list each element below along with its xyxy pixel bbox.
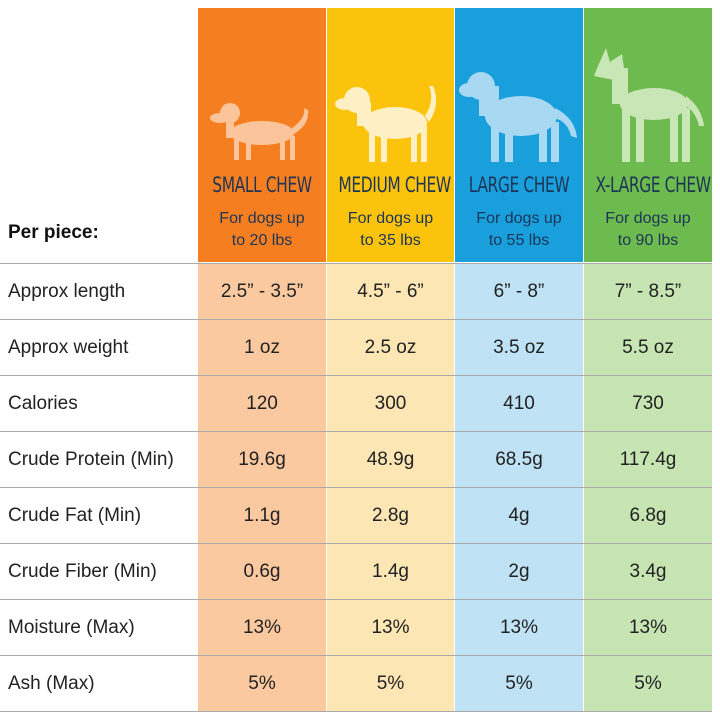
value-cell: 13% — [198, 600, 326, 655]
dog-icon — [459, 72, 577, 162]
row-label: Calories — [8, 392, 78, 414]
column-title: LARGE CHEW — [468, 173, 570, 197]
value-cell: 4g — [455, 488, 583, 543]
row-rule — [0, 711, 712, 712]
value-cell: 1.4g — [327, 544, 454, 599]
value-cell: 2.8g — [327, 488, 454, 543]
value-cell: 4.5” - 6” — [327, 264, 454, 319]
value-cell: 5% — [455, 656, 583, 711]
row-rule — [0, 375, 712, 376]
value-cell: 0.6g — [198, 544, 326, 599]
value-cell: 300 — [327, 376, 454, 431]
value-cell: 5% — [584, 656, 712, 711]
row-label: Approx length — [8, 280, 126, 302]
row-rule — [0, 543, 712, 544]
value-cell: 13% — [327, 600, 454, 655]
row-label: Moisture (Max) — [8, 616, 135, 638]
value-cell: 2.5 oz — [327, 320, 454, 375]
value-cell: 5% — [327, 656, 454, 711]
value-cell: 5.5 oz — [584, 320, 712, 375]
value-cell: 13% — [455, 600, 583, 655]
dog-icon — [210, 103, 309, 160]
value-cell: 410 — [455, 376, 583, 431]
value-cell: 730 — [584, 376, 712, 431]
row-rule — [0, 655, 712, 656]
value-cell: 117.4g — [584, 432, 712, 487]
column-subtitle: For dogs up to 90 lbs — [605, 210, 691, 249]
value-cell: 13% — [584, 600, 712, 655]
dog-icon — [594, 48, 704, 162]
row-rule — [0, 319, 712, 320]
value-cell: 7” - 8.5” — [584, 264, 712, 319]
row-rule — [0, 263, 712, 264]
value-cell: 2g — [455, 544, 583, 599]
column-subtitle: For dogs up to 35 lbs — [347, 210, 434, 249]
value-cell: 6.8g — [584, 488, 712, 543]
column-title: MEDIUM CHEW — [338, 173, 451, 197]
column-header: SMALL CHEW For dogs up to 20 lbs — [198, 8, 326, 262]
value-cell: 19.6g — [198, 432, 326, 487]
value-cell: 3.4g — [584, 544, 712, 599]
dog-icon — [335, 86, 437, 162]
value-cell: 3.5 oz — [455, 320, 583, 375]
column-subtitle: For dogs up to 20 lbs — [219, 210, 305, 249]
row-label: Crude Fat (Min) — [8, 504, 142, 526]
value-cell: 68.5g — [455, 432, 583, 487]
row-rule — [0, 431, 712, 432]
value-cell: 1 oz — [198, 320, 326, 375]
value-cell: 6” - 8” — [455, 264, 583, 319]
column-header: LARGE CHEW For dogs up to 55 lbs — [455, 8, 583, 262]
row-rule — [0, 599, 712, 600]
value-cell: 2.5” - 3.5” — [198, 264, 326, 319]
row-label: Ash (Max) — [8, 672, 95, 694]
column-title: SMALL CHEW — [212, 173, 312, 197]
column-title: X-LARGE CHEW — [595, 173, 712, 197]
column-header: MEDIUM CHEW For dogs up to 35 lbs — [327, 8, 454, 262]
row-rule — [0, 487, 712, 488]
value-cell: 120 — [198, 376, 326, 431]
column-subtitle: For dogs up to 55 lbs — [476, 210, 562, 249]
value-cell: 5% — [198, 656, 326, 711]
row-label: Approx weight — [8, 336, 129, 358]
row-label: Crude Protein (Min) — [8, 448, 174, 470]
value-cell: 1.1g — [198, 488, 326, 543]
column-header: X-LARGE CHEW For dogs up to 90 lbs — [584, 8, 712, 262]
per-piece-label: Per piece: — [8, 222, 99, 243]
value-cell: 48.9g — [327, 432, 454, 487]
row-label: Crude Fiber (Min) — [8, 560, 157, 582]
